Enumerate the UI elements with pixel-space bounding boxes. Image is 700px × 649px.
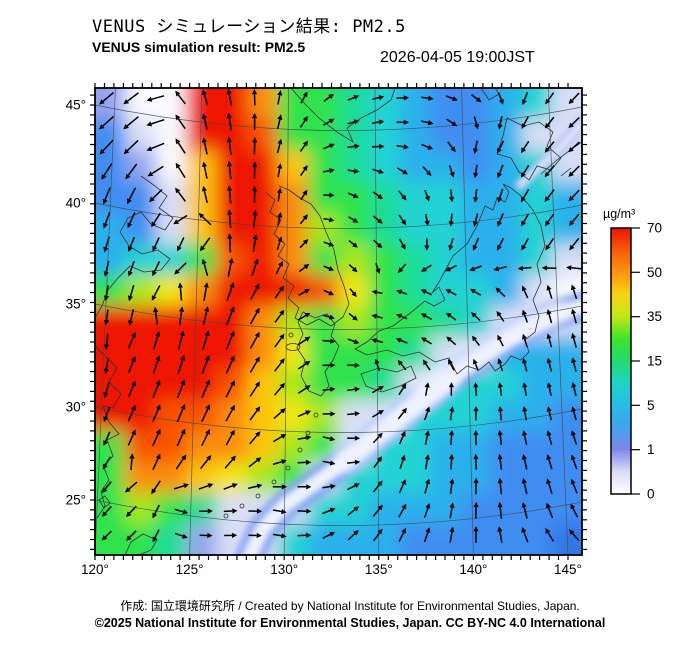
credit-line: 作成: 国立環境研究所 / Created by National Instit… bbox=[120, 599, 580, 613]
svg-text:30°: 30° bbox=[66, 400, 86, 415]
page-title-english: VENUS simulation result: PM2.5 bbox=[92, 39, 306, 55]
wind-arrows-layer bbox=[99, 88, 582, 543]
svg-text:5: 5 bbox=[647, 398, 655, 413]
svg-text:50: 50 bbox=[647, 265, 662, 280]
svg-text:1: 1 bbox=[647, 442, 655, 457]
svg-text:15: 15 bbox=[647, 354, 662, 369]
colorbar-unit-label: µg/m³ bbox=[603, 207, 635, 221]
longitude-axis-labels: 120° 125° 130° 135° 140° 145° bbox=[81, 562, 582, 577]
colorbar-gradient-bar bbox=[610, 227, 632, 495]
graticule-layer bbox=[95, 88, 582, 555]
page-title-japanese: VENUS シミュレーション結果: PM2.5 bbox=[92, 17, 406, 37]
svg-text:140°: 140° bbox=[459, 562, 487, 577]
latitude-axis-labels: 45° 40° 35° 30° 25° bbox=[66, 98, 86, 508]
svg-text:120°: 120° bbox=[81, 562, 109, 577]
svg-text:40°: 40° bbox=[66, 196, 86, 211]
svg-text:35: 35 bbox=[647, 309, 662, 324]
forecast-timestamp: 2026-04-05 19:00JST bbox=[380, 49, 535, 66]
svg-text:145°: 145° bbox=[554, 562, 582, 577]
svg-text:125°: 125° bbox=[176, 562, 204, 577]
svg-text:135°: 135° bbox=[365, 562, 393, 577]
copyright-line: ©2025 National Institute for Environment… bbox=[94, 616, 606, 630]
svg-text:25°: 25° bbox=[66, 493, 86, 508]
svg-text:70: 70 bbox=[647, 221, 662, 236]
svg-text:45°: 45° bbox=[66, 98, 86, 113]
svg-text:0: 0 bbox=[647, 487, 655, 502]
svg-text:35°: 35° bbox=[66, 297, 86, 312]
svg-text:130°: 130° bbox=[270, 562, 298, 577]
map-frame bbox=[94, 87, 583, 556]
colorbar-ticks bbox=[631, 227, 640, 495]
